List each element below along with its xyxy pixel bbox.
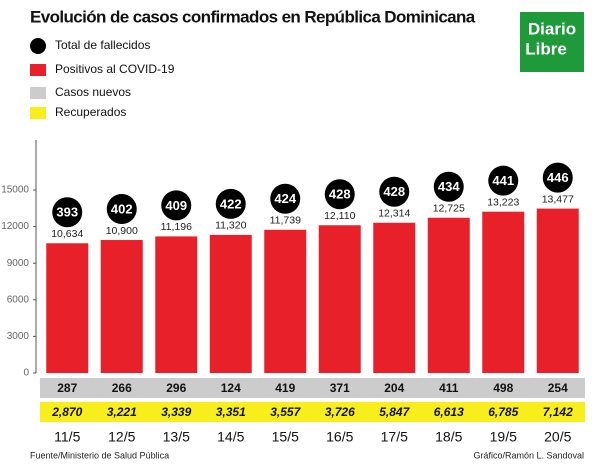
death-count: 428 <box>329 187 351 202</box>
row-value: 254 <box>548 381 568 395</box>
logo-text: Diario <box>528 19 576 38</box>
legend-swatch <box>30 38 46 54</box>
row-value: 419 <box>275 381 295 395</box>
bar-value-label: 11,739 <box>270 215 301 227</box>
death-badge <box>52 197 83 228</box>
row-value: 371 <box>330 381 350 395</box>
legend-label: Total de fallecidos <box>55 38 150 52</box>
y-tick-label: 3000 <box>7 331 30 342</box>
row-value: 3,339 <box>161 405 191 419</box>
row-value: 3,221 <box>107 405 137 419</box>
bar-value-label: 12,314 <box>378 208 410 220</box>
death-count: 409 <box>165 198 187 213</box>
legend-label: Casos nuevos <box>55 85 131 99</box>
y-tick-label: 15000 <box>1 185 29 196</box>
row-value: 2,870 <box>51 405 82 419</box>
bar-value-label: 11,196 <box>161 221 192 233</box>
x-tick-label: 17/5 <box>381 429 408 445</box>
x-tick-label: 15/5 <box>272 429 299 445</box>
death-badge <box>324 179 355 210</box>
row-value: 204 <box>384 381 404 395</box>
death-count: 402 <box>111 201 133 216</box>
bar <box>482 211 525 373</box>
death-count: 434 <box>438 179 460 194</box>
logo-box <box>520 12 584 72</box>
bar <box>209 234 252 373</box>
death-badge <box>215 188 246 219</box>
death-badge <box>270 183 301 214</box>
x-tick-label: 12/5 <box>108 429 135 445</box>
row-value: 6,785 <box>488 405 518 419</box>
chart-title: Evolución de casos confirmados en Repúbl… <box>30 7 476 26</box>
legend-swatch <box>30 64 46 76</box>
death-badge <box>542 162 573 193</box>
bar <box>427 217 470 373</box>
bar-value-label: 10,900 <box>106 225 138 237</box>
death-badge <box>106 194 137 225</box>
death-count: 422 <box>220 196 242 211</box>
row-band <box>40 378 585 398</box>
bar-value-label: 12,110 <box>324 210 355 222</box>
legend-label: Recuperados <box>55 105 126 119</box>
row-value: 3,351 <box>216 405 246 419</box>
row-value: 287 <box>57 381 77 395</box>
source: Fuente/Ministerio de Salud Pública <box>30 450 169 460</box>
death-badge <box>488 165 519 196</box>
death-count: 441 <box>492 173 514 188</box>
row-value: 296 <box>166 381 186 395</box>
bar-value-label: 12,725 <box>433 203 465 215</box>
bar-value-label: 10,634 <box>51 228 83 240</box>
y-tick-label: 12000 <box>1 221 29 232</box>
bar <box>318 225 361 373</box>
x-tick-label: 19/5 <box>490 429 517 445</box>
death-count: 428 <box>383 184 405 199</box>
row-value: 3,726 <box>325 405 355 419</box>
x-tick-label: 20/5 <box>544 429 571 445</box>
bar-value-label: 13,477 <box>542 193 574 205</box>
x-tick-label: 14/5 <box>217 429 244 445</box>
x-tick-label: 16/5 <box>326 429 353 445</box>
row-band <box>40 402 585 422</box>
death-count: 393 <box>56 205 78 220</box>
legend-swatch <box>30 107 46 119</box>
death-count: 446 <box>547 170 569 185</box>
x-tick-label: 18/5 <box>435 429 462 445</box>
credit: Gráfico/Ramón L. Sandoval <box>473 450 584 460</box>
bar-value-label: 11,320 <box>215 220 246 232</box>
row-value: 7,142 <box>543 405 573 419</box>
x-tick-label: 11/5 <box>54 429 80 445</box>
bar <box>536 208 579 373</box>
row-value: 411 <box>439 381 459 395</box>
death-badge <box>433 171 464 202</box>
logo-text: Libre <box>525 39 567 58</box>
y-tick-label: 6000 <box>7 294 30 305</box>
row-value: 6,613 <box>434 405 464 419</box>
legend-swatch <box>30 87 46 99</box>
row-value: 498 <box>493 381 513 395</box>
bar-value-label: 13,223 <box>487 196 519 208</box>
row-value: 266 <box>112 381 132 395</box>
legend-label: Positivos al COVID-19 <box>55 62 175 76</box>
row-value: 3,557 <box>270 405 301 419</box>
death-badge <box>379 176 410 207</box>
bar <box>46 243 89 373</box>
death-count: 424 <box>274 191 296 206</box>
bar <box>155 236 198 373</box>
x-tick-label: 13/5 <box>163 429 190 445</box>
y-tick-label: 9000 <box>7 258 30 269</box>
row-value: 124 <box>221 381 241 395</box>
bar <box>373 222 416 373</box>
y-tick-label: 0 <box>23 368 29 379</box>
row-value: 5,847 <box>379 405 410 419</box>
bar <box>264 229 307 373</box>
bar <box>100 240 143 373</box>
death-badge <box>161 190 192 221</box>
